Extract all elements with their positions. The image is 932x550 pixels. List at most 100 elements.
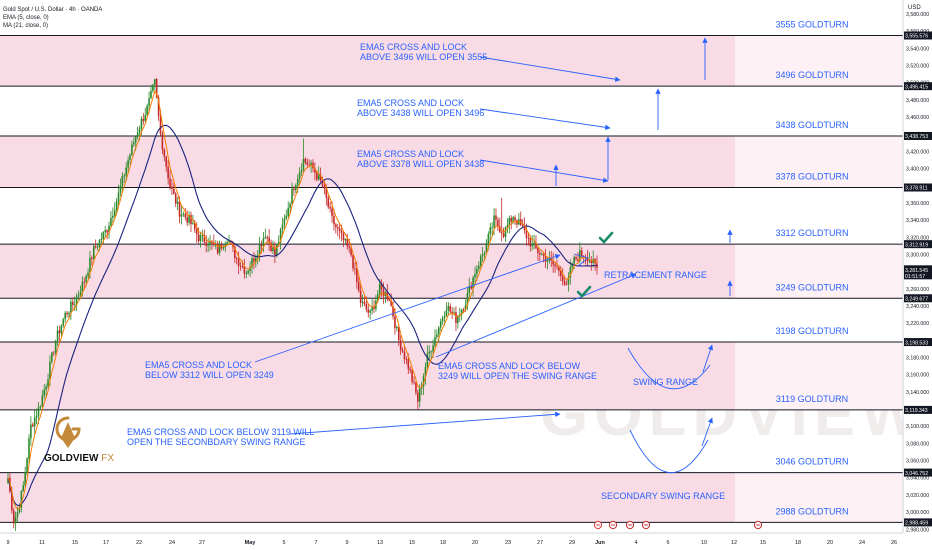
candle-body[interactable] xyxy=(62,319,65,326)
candle-body[interactable] xyxy=(361,301,364,303)
candle-body[interactable] xyxy=(396,327,398,329)
candle-body[interactable] xyxy=(241,266,244,267)
candle-body[interactable] xyxy=(434,337,436,346)
candle-body[interactable] xyxy=(89,257,91,273)
candle-body[interactable] xyxy=(565,284,568,286)
price-axis[interactable]: 3,580.0003,560.0003,540.0003,520.0003,50… xyxy=(902,0,932,550)
candle-body[interactable] xyxy=(218,244,221,253)
candle-body[interactable] xyxy=(470,286,472,289)
candle-body[interactable] xyxy=(380,283,383,289)
candle-body[interactable] xyxy=(77,294,80,297)
candle-body[interactable] xyxy=(365,303,368,310)
candle-body[interactable] xyxy=(258,244,261,256)
candle-body[interactable] xyxy=(417,392,419,402)
candle-body[interactable] xyxy=(500,232,503,234)
candle-body[interactable] xyxy=(58,330,61,334)
candle-body[interactable] xyxy=(439,321,442,328)
candle-body[interactable] xyxy=(12,510,15,524)
candle-body[interactable] xyxy=(443,316,446,319)
candle-body[interactable] xyxy=(234,246,236,259)
candle-body[interactable] xyxy=(357,282,360,291)
candle-body[interactable] xyxy=(418,388,421,402)
candle-body[interactable] xyxy=(487,234,490,243)
candle-body[interactable] xyxy=(329,206,331,209)
candle-body[interactable] xyxy=(279,229,282,243)
candle-body[interactable] xyxy=(304,158,307,163)
candle-body[interactable] xyxy=(205,242,208,246)
candle-body[interactable] xyxy=(510,217,513,222)
candle-body[interactable] xyxy=(199,235,202,242)
candle-body[interactable] xyxy=(47,379,49,387)
candle-body[interactable] xyxy=(317,174,320,180)
candle-body[interactable] xyxy=(169,178,171,187)
candle-body[interactable] xyxy=(176,201,179,204)
candle-body[interactable] xyxy=(390,300,392,306)
candle-body[interactable] xyxy=(237,258,240,266)
candle-body[interactable] xyxy=(497,219,499,227)
ema-indicator-label[interactable]: EMA (5, close, 0) xyxy=(3,15,49,21)
candle-body[interactable] xyxy=(592,258,594,263)
candle-body[interactable] xyxy=(153,79,156,85)
candle-body[interactable] xyxy=(144,115,147,121)
candle-body[interactable] xyxy=(466,293,469,306)
candle-body[interactable] xyxy=(350,247,352,256)
candle-body[interactable] xyxy=(308,164,310,166)
candle-body[interactable] xyxy=(321,180,324,186)
candle-body[interactable] xyxy=(70,301,72,313)
candle-body[interactable] xyxy=(498,226,501,233)
candle-body[interactable] xyxy=(251,258,253,267)
candle-body[interactable] xyxy=(335,224,337,228)
candle-body[interactable] xyxy=(535,242,537,249)
candle-body[interactable] xyxy=(344,239,347,241)
candle-body[interactable] xyxy=(100,238,103,240)
candle-body[interactable] xyxy=(68,312,70,315)
candle-body[interactable] xyxy=(136,132,139,137)
candle-body[interactable] xyxy=(424,366,427,377)
candle-body[interactable] xyxy=(30,424,32,439)
candle-body[interactable] xyxy=(558,267,560,272)
candle-body[interactable] xyxy=(539,252,541,255)
candle-body[interactable] xyxy=(112,215,114,218)
candle-body[interactable] xyxy=(590,260,593,263)
candle-body[interactable] xyxy=(72,301,74,305)
candle-body[interactable] xyxy=(298,172,301,179)
candle-body[interactable] xyxy=(35,416,38,418)
candle-body[interactable] xyxy=(39,406,42,408)
candle-body[interactable] xyxy=(253,258,255,262)
candle-body[interactable] xyxy=(310,162,312,165)
candle-body[interactable] xyxy=(575,257,577,260)
candle-body[interactable] xyxy=(73,304,76,306)
candle-body[interactable] xyxy=(165,156,168,167)
candle-body[interactable] xyxy=(401,350,404,352)
candle-body[interactable] xyxy=(121,175,124,186)
candle-body[interactable] xyxy=(33,417,36,427)
candle-body[interactable] xyxy=(83,281,86,283)
candle-body[interactable] xyxy=(285,215,288,219)
candle-body[interactable] xyxy=(216,244,219,253)
candle-body[interactable] xyxy=(152,84,154,91)
candle-body[interactable] xyxy=(131,144,133,155)
candle-body[interactable] xyxy=(163,149,166,157)
candle-body[interactable] xyxy=(331,208,333,217)
candle-body[interactable] xyxy=(363,301,366,304)
candle-body[interactable] xyxy=(359,290,362,303)
candle-body[interactable] xyxy=(346,239,349,247)
candle-body[interactable] xyxy=(201,234,204,236)
candle-body[interactable] xyxy=(20,491,23,508)
candle-body[interactable] xyxy=(413,381,415,383)
candle-body[interactable] xyxy=(287,207,290,216)
candle-body[interactable] xyxy=(472,277,474,289)
candle-body[interactable] xyxy=(235,258,238,259)
candle-body[interactable] xyxy=(134,136,137,143)
candle-body[interactable] xyxy=(209,241,211,246)
ma-indicator-label[interactable]: MA (21, close, 0) xyxy=(3,23,49,29)
candle-body[interactable] xyxy=(274,247,276,255)
candle-body[interactable] xyxy=(382,288,385,296)
candle-body[interactable] xyxy=(445,310,448,317)
candle-body[interactable] xyxy=(502,233,505,237)
candle-body[interactable] xyxy=(546,260,549,262)
candle-body[interactable] xyxy=(441,318,444,322)
candle-body[interactable] xyxy=(491,227,493,229)
candle-body[interactable] xyxy=(146,105,148,116)
